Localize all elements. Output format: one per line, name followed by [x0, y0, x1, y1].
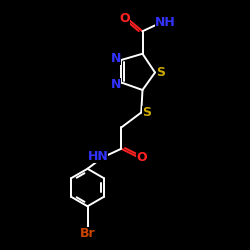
Text: NH: NH [154, 16, 176, 29]
Text: S: S [156, 66, 165, 79]
Text: S: S [142, 106, 151, 119]
Text: O: O [119, 12, 130, 25]
Text: O: O [136, 151, 147, 164]
Text: Br: Br [80, 227, 95, 240]
Text: N: N [110, 52, 121, 64]
Text: HN: HN [88, 150, 108, 163]
Text: N: N [110, 78, 121, 91]
